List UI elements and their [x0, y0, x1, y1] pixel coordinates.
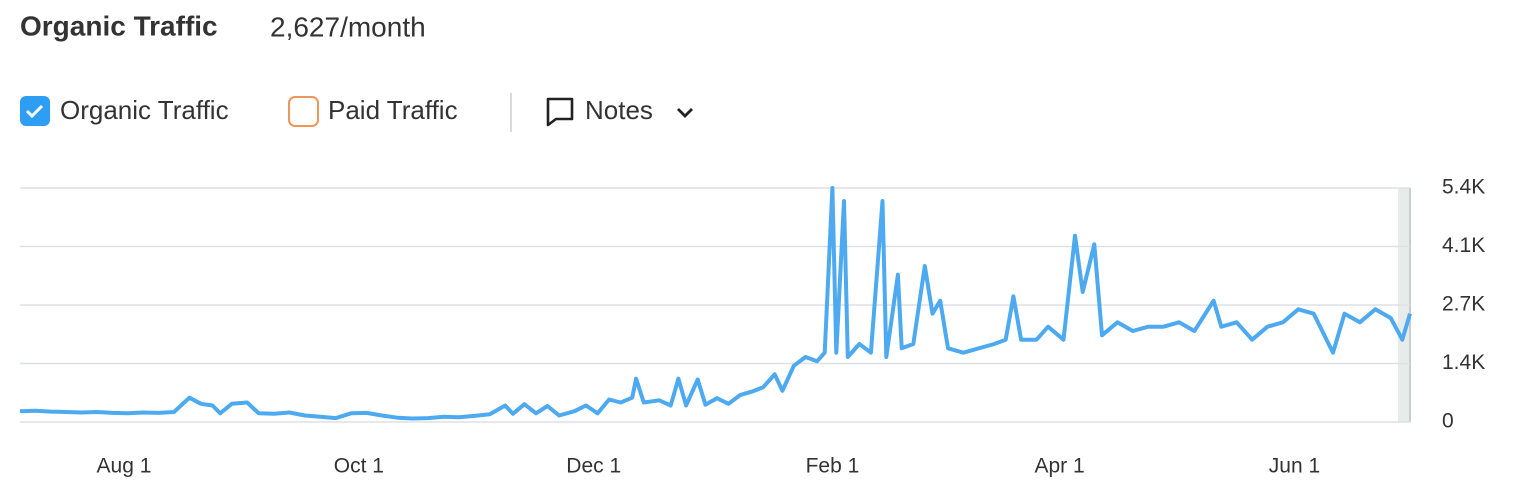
- notes-button[interactable]: Notes: [546, 95, 693, 127]
- legend-label: Organic Traffic: [60, 95, 229, 125]
- y-tick-label: 1.4K: [1442, 351, 1485, 374]
- x-tick-label: Feb 1: [806, 455, 860, 478]
- chart-subtitle: 2,627/month: [270, 11, 426, 42]
- x-tick-label: Apr 1: [1035, 455, 1085, 478]
- y-tick-label: 0: [1442, 410, 1454, 433]
- x-tick-label: Dec 1: [566, 455, 621, 478]
- y-tick-label: 4.1K: [1442, 234, 1485, 257]
- legend-label: Paid Traffic: [328, 95, 458, 125]
- checkbox[interactable]: [288, 96, 319, 127]
- chart-title: Organic Traffic: [20, 10, 218, 41]
- notes-label: Notes: [585, 95, 653, 125]
- y-tick-label: 2.7K: [1442, 293, 1485, 316]
- x-tick-label: Jun 1: [1269, 455, 1320, 478]
- x-tick-label: Aug 1: [97, 455, 152, 478]
- organic-toggle[interactable]: Organic Traffic: [20, 95, 229, 126]
- paid-toggle[interactable]: Paid Traffic: [288, 95, 458, 127]
- y-tick-label: 5.4K: [1442, 176, 1485, 199]
- x-tick-label: Oct 1: [334, 455, 384, 478]
- line: [19, 186, 1412, 421]
